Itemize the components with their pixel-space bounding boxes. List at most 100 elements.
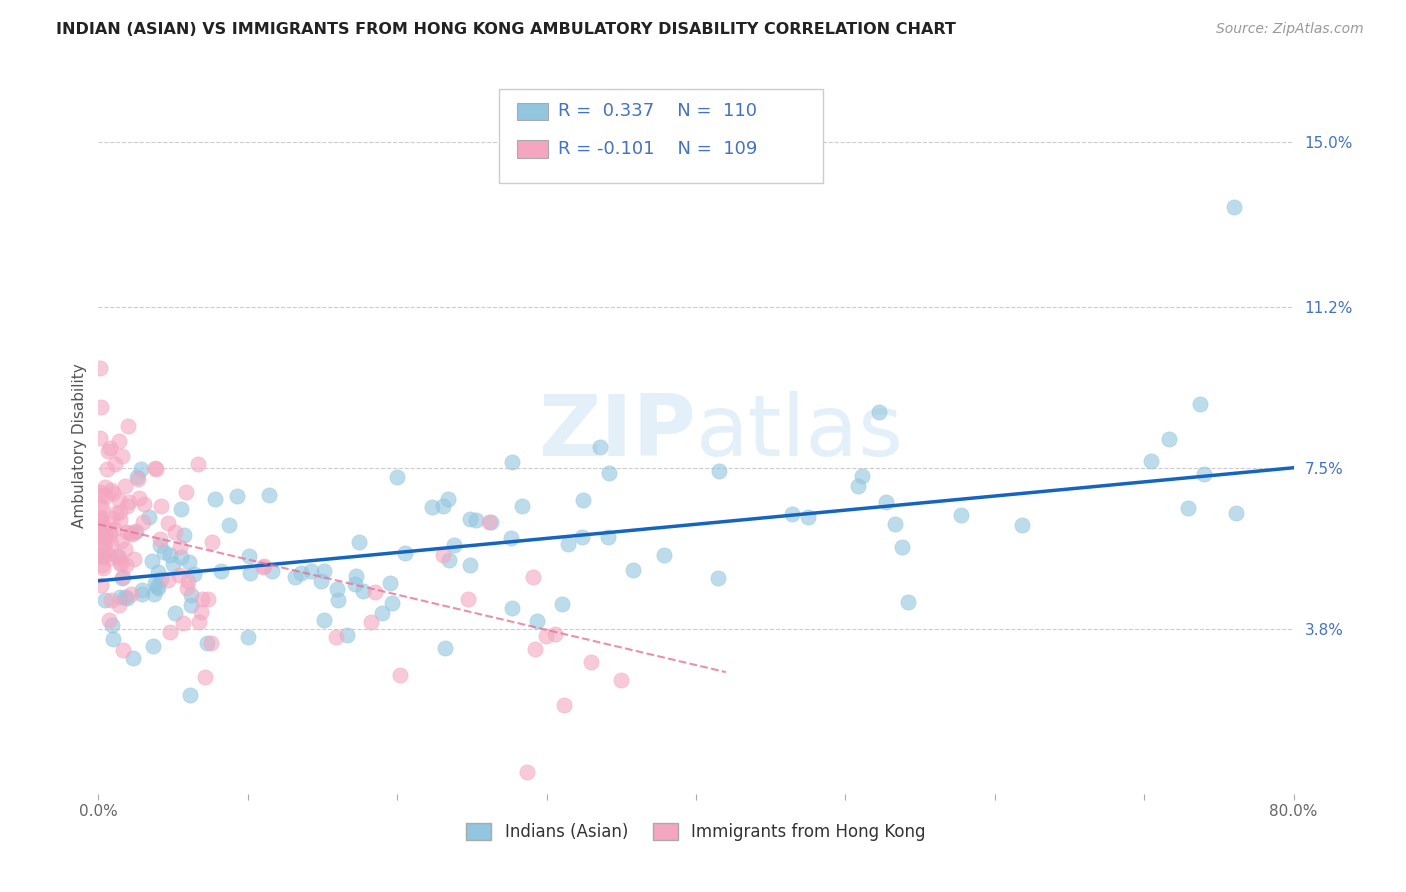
Point xyxy=(371,606,394,620)
Point xyxy=(328,593,350,607)
Point xyxy=(589,441,612,455)
Point xyxy=(118,525,141,540)
Point xyxy=(117,495,139,509)
Point xyxy=(89,431,111,445)
Point xyxy=(120,587,142,601)
Text: INDIAN (ASIAN) VS IMMIGRANTS FROM HONG KONG AMBULATORY DISABILITY CORRELATION CH: INDIAN (ASIAN) VS IMMIGRANTS FROM HONG K… xyxy=(56,22,956,37)
Point xyxy=(121,527,143,541)
Point xyxy=(100,483,122,497)
Point xyxy=(557,537,579,551)
Point xyxy=(522,570,544,584)
Point xyxy=(174,485,197,500)
Text: ZIP: ZIP xyxy=(538,391,696,474)
Point xyxy=(434,640,457,655)
Point xyxy=(108,557,131,571)
Text: R =  0.337    N =  110: R = 0.337 N = 110 xyxy=(558,103,758,120)
Point xyxy=(200,636,222,650)
Point xyxy=(124,524,146,539)
Point xyxy=(344,577,367,591)
Point xyxy=(851,469,873,483)
Point xyxy=(108,492,131,507)
Point xyxy=(501,531,523,545)
Point xyxy=(197,592,219,607)
Point xyxy=(100,536,122,550)
Point xyxy=(110,590,132,604)
Point xyxy=(89,361,111,376)
Point xyxy=(238,549,260,564)
Point xyxy=(145,462,167,476)
Point xyxy=(169,540,191,554)
Point xyxy=(97,613,120,627)
Point xyxy=(524,642,547,657)
Point xyxy=(579,655,602,669)
Point xyxy=(149,572,172,586)
Point xyxy=(187,458,209,472)
Point xyxy=(260,564,283,578)
Point xyxy=(149,533,172,547)
Point xyxy=(209,564,232,578)
Point xyxy=(98,442,121,456)
Point xyxy=(360,615,382,629)
Point xyxy=(458,512,481,526)
Point xyxy=(314,564,336,578)
Point xyxy=(290,566,312,581)
Y-axis label: Ambulatory Disability: Ambulatory Disability xyxy=(72,364,87,528)
Point xyxy=(142,640,165,654)
Point xyxy=(132,515,155,529)
Point xyxy=(385,470,408,484)
Point xyxy=(420,500,443,514)
Point xyxy=(94,489,117,503)
Point xyxy=(111,570,134,584)
Point xyxy=(195,636,218,650)
Point xyxy=(108,513,131,527)
Point xyxy=(115,524,138,539)
Text: atlas: atlas xyxy=(696,391,904,474)
Point xyxy=(159,549,181,563)
Point xyxy=(707,571,730,585)
Legend: Indians (Asian), Immigrants from Hong Kong: Indians (Asian), Immigrants from Hong Ko… xyxy=(460,817,932,848)
Point xyxy=(1225,506,1247,520)
Point xyxy=(890,541,912,555)
Point xyxy=(115,591,138,605)
Point xyxy=(443,538,465,552)
Point xyxy=(157,516,180,531)
Point xyxy=(165,606,187,620)
Point xyxy=(218,517,240,532)
Point xyxy=(108,434,131,448)
Point xyxy=(551,597,574,611)
Point xyxy=(381,596,404,610)
Point xyxy=(91,561,114,575)
Point xyxy=(457,592,479,607)
Point xyxy=(572,493,595,508)
Point xyxy=(93,530,115,544)
Point xyxy=(621,563,644,577)
Point xyxy=(104,506,127,520)
Point xyxy=(91,558,114,572)
Point xyxy=(183,566,205,581)
Point xyxy=(146,581,169,595)
Point xyxy=(125,524,148,538)
Point xyxy=(131,582,153,597)
Point xyxy=(312,613,335,627)
Point xyxy=(173,527,195,541)
Point xyxy=(143,575,166,590)
Point xyxy=(516,765,538,780)
Point xyxy=(108,504,131,518)
Point xyxy=(883,516,905,531)
Point xyxy=(179,688,201,702)
Point xyxy=(598,530,620,544)
Point xyxy=(252,559,274,574)
Point xyxy=(170,550,193,565)
Point xyxy=(105,549,128,563)
Point xyxy=(610,673,633,688)
Point xyxy=(464,513,486,527)
Point xyxy=(91,549,114,564)
Point xyxy=(103,522,125,536)
Point xyxy=(143,587,166,601)
Point xyxy=(114,558,136,572)
Point xyxy=(91,515,114,529)
Point xyxy=(571,530,593,544)
Point xyxy=(1140,453,1163,467)
Point xyxy=(114,541,136,556)
Point xyxy=(204,491,226,506)
